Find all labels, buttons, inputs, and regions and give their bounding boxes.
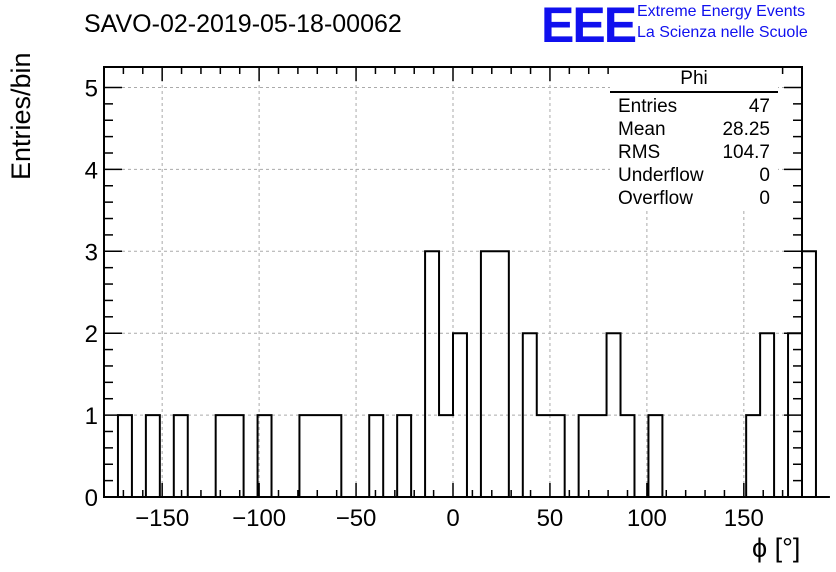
tick-labels: −150 −100 −50 0 50 100 150 0 1 2 3 4 5 <box>85 75 764 532</box>
y-tick-label: 4 <box>85 157 98 184</box>
x-tick-label: 150 <box>724 505 764 532</box>
x-tick-label: 100 <box>627 505 667 532</box>
stats-label: Overflow <box>618 188 693 209</box>
histogram-line <box>104 250 830 498</box>
stats-title: Phi <box>610 68 778 93</box>
y-tick-label: 3 <box>85 239 98 266</box>
stats-box: Phi Entries 47 Mean 28.25 RMS 104.7 Underfl… <box>610 68 778 210</box>
x-tick-label: −150 <box>135 505 189 532</box>
stats-value: 47 <box>748 96 770 117</box>
x-axis-label: ϕ [°] <box>752 533 801 563</box>
y-tick-label: 1 <box>85 403 98 430</box>
stats-label: RMS <box>618 142 661 163</box>
logo-line-1: Extreme Energy Events <box>637 3 806 20</box>
stats-label: Entries <box>618 96 678 117</box>
eee-logo: EEE <box>541 0 637 53</box>
stats-value: 104.7 <box>722 142 770 163</box>
logo-line-2: La Scienza nelle Scuole <box>637 24 808 41</box>
stats-row: RMS 104.7 <box>610 141 778 164</box>
y-tick-label: 0 <box>85 485 98 512</box>
stats-label: Underflow <box>618 165 704 186</box>
x-tick-label: −100 <box>232 505 286 532</box>
y-tick-label: 2 <box>85 321 98 348</box>
stats-value: 28.25 <box>722 119 770 140</box>
plot-frame <box>103 66 803 498</box>
chart-title: SAVO-02-2019-05-18-00062 <box>84 10 402 38</box>
y-tick-label: 5 <box>85 75 98 102</box>
y-axis-label: Entries/bin <box>6 52 36 180</box>
stats-row: Mean 28.25 <box>610 118 778 141</box>
stats-label: Mean <box>618 119 666 140</box>
stats-value: 0 <box>759 188 770 209</box>
x-tick-label: 0 <box>446 505 459 532</box>
x-tick-label: −50 <box>336 505 377 532</box>
stats-value: 0 <box>759 165 770 186</box>
stats-row: Underflow 0 <box>610 164 778 187</box>
stats-row: Entries 47 <box>610 95 778 118</box>
x-tick-label: 50 <box>537 505 564 532</box>
stats-row: Overflow 0 <box>610 187 778 210</box>
